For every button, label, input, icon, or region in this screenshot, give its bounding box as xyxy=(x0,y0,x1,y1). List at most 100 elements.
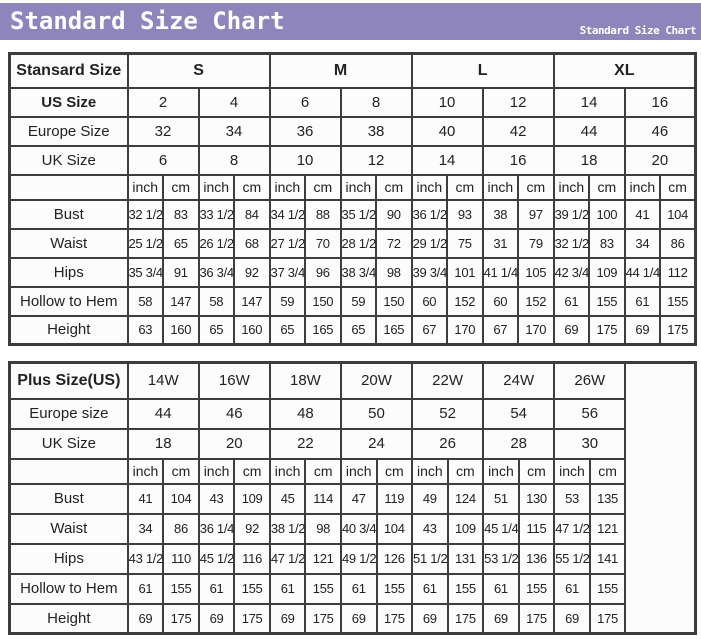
row-label-cell: Waist xyxy=(8,227,129,259)
size-value-cell: 44 xyxy=(552,115,626,147)
size-value-cell: 42 xyxy=(481,115,555,147)
value-cell: 115 xyxy=(517,512,556,545)
value-cell: 59 xyxy=(339,285,378,317)
value-cell: 98 xyxy=(375,256,413,288)
size-value-cell: 20 xyxy=(197,427,271,460)
size-value-cell: 20 xyxy=(623,144,697,176)
value-cell: 43 xyxy=(197,482,236,515)
size-value-cell: 4 xyxy=(197,86,271,118)
row-label-cell: Hollow to Hem xyxy=(8,572,129,605)
value-cell: 155 xyxy=(162,572,200,605)
value-cell: 105 xyxy=(517,256,555,288)
value-cell: 72 xyxy=(375,227,413,259)
measure-row: Waist 25 1/2 65 26 1/2 68 27 1/2 70 28 1/2 72 29 … xyxy=(8,227,697,259)
value-cell: 61 xyxy=(411,572,449,605)
measure-row: Hips 43 1/2 110 45 1/2 116 47 1/2 121 49 1/2 126… xyxy=(8,542,696,575)
value-cell: 112 xyxy=(659,256,697,288)
size-value-cell: 40 xyxy=(410,115,484,147)
value-cell: 59 xyxy=(268,285,307,317)
unit-cell: inch xyxy=(410,173,449,201)
value-cell: 53 1/2 xyxy=(482,542,520,575)
row-label-cell: Height xyxy=(8,314,129,346)
value-cell: 175 xyxy=(375,602,414,635)
value-cell: 104 xyxy=(162,482,200,515)
size-group-cell: 22W xyxy=(411,361,485,400)
row-label-cell: Europe size xyxy=(8,397,129,430)
page-subtitle: Standard Size Chart xyxy=(579,24,697,37)
empty-column-cell xyxy=(624,361,697,635)
value-cell: 152 xyxy=(517,285,555,317)
value-cell: 175 xyxy=(517,602,556,635)
value-cell: 69 xyxy=(268,602,307,635)
value-cell: 51 1/2 xyxy=(411,542,449,575)
value-cell: 44 1/4 xyxy=(623,256,662,288)
value-cell: 27 1/2 xyxy=(268,227,307,259)
size-group-row: Plus Size(US) 14W 16W 18W 20W 22W 24W 26W xyxy=(8,361,697,635)
unit-cell: cm xyxy=(446,173,484,201)
row-label-cell: UK Size xyxy=(8,144,129,176)
value-cell: 49 xyxy=(411,482,449,515)
value-cell: 135 xyxy=(588,482,627,515)
size-value-cell: 6 xyxy=(268,86,342,118)
unit-cell: inch xyxy=(482,457,520,485)
header-bar: Standard Size Chart Standard Size Chart xyxy=(0,3,701,40)
size-value-cell: 6 xyxy=(126,144,200,176)
value-cell: 35 3/4 xyxy=(126,256,164,288)
value-cell: 165 xyxy=(304,314,342,346)
value-cell: 32 1/2 xyxy=(552,227,591,259)
value-cell: 43 xyxy=(411,512,449,545)
size-group-cell: XL xyxy=(552,52,697,89)
value-cell: 175 xyxy=(659,314,697,346)
size-group-cell: 18W xyxy=(268,361,342,400)
value-cell: 25 1/2 xyxy=(126,227,164,259)
value-cell: 136 xyxy=(517,542,556,575)
plus-size-table: Plus Size(US) 14W 16W 18W 20W 22W 24W 26W Europe… xyxy=(8,361,697,635)
unit-cell: inch xyxy=(197,457,236,485)
row-label-cell: Hollow to Hem xyxy=(8,285,129,317)
row-label-cell: UK Size xyxy=(8,427,129,460)
size-value-cell: 32 xyxy=(126,115,200,147)
value-cell: 36 1/4 xyxy=(197,512,236,545)
standard-size-table: Stansard Size S M L XL US Size 2 4 6 8 10 12 14 16 Eur… xyxy=(8,52,698,346)
unit-cell: cm xyxy=(517,173,555,201)
size-group-cell: L xyxy=(410,52,555,89)
value-cell: 34 1/2 xyxy=(268,198,307,230)
size-group-cell: M xyxy=(268,52,413,89)
value-cell: 36 1/2 xyxy=(410,198,449,230)
unit-cell: inch xyxy=(552,173,591,201)
value-cell: 175 xyxy=(304,602,342,635)
value-cell: 175 xyxy=(162,602,200,635)
size-value-cell: 14 xyxy=(410,144,484,176)
value-cell: 75 xyxy=(446,227,484,259)
value-cell: 69 xyxy=(482,602,520,635)
unit-cell: cm xyxy=(446,457,485,485)
value-cell: 39 3/4 xyxy=(410,256,449,288)
value-cell: 150 xyxy=(304,285,342,317)
value-cell: 155 xyxy=(375,572,414,605)
value-cell: 109 xyxy=(233,482,271,515)
unit-cell: inch xyxy=(411,457,449,485)
value-cell: 131 xyxy=(446,542,485,575)
unit-cell: cm xyxy=(304,173,342,201)
value-cell: 121 xyxy=(304,542,342,575)
value-cell: 86 xyxy=(162,512,200,545)
size-value-cell: 52 xyxy=(411,397,485,430)
unit-cell: inch xyxy=(553,457,591,485)
size-value-cell: 8 xyxy=(197,144,271,176)
value-cell: 61 xyxy=(339,572,378,605)
value-cell: 65 xyxy=(197,314,235,346)
value-cell: 39 1/2 xyxy=(552,198,591,230)
value-cell: 65 xyxy=(268,314,307,346)
value-cell: 70 xyxy=(304,227,342,259)
unit-cell: cm xyxy=(233,457,271,485)
size-value-cell: 24 xyxy=(339,427,414,460)
value-cell: 84 xyxy=(233,198,271,230)
value-cell: 61 xyxy=(623,285,662,317)
value-cell: 69 xyxy=(197,602,236,635)
value-cell: 41 xyxy=(623,198,662,230)
value-cell: 155 xyxy=(588,285,626,317)
unit-row: inch cm inch cm inch cm inch cm inch cm inch cm inch… xyxy=(8,173,697,201)
value-cell: 34 xyxy=(126,512,165,545)
value-cell: 93 xyxy=(446,198,484,230)
value-cell: 47 1/2 xyxy=(553,512,591,545)
